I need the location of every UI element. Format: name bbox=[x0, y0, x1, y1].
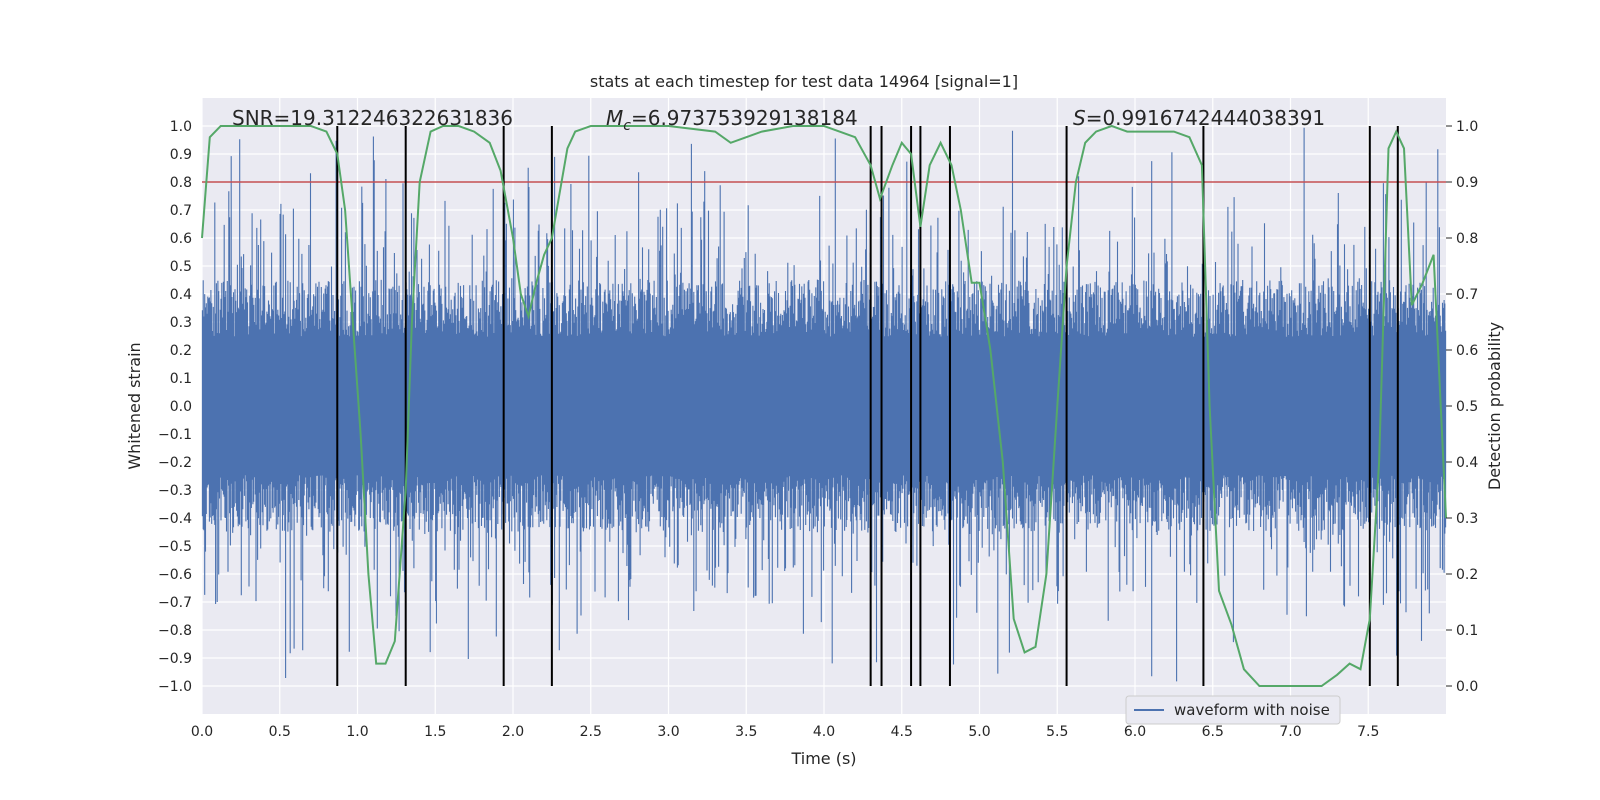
x-tick-label: 1.5 bbox=[424, 724, 446, 740]
y-tick-label: 0.9 bbox=[170, 147, 192, 163]
y-tick-label: −0.2 bbox=[158, 455, 192, 471]
y-axis-label: Whitened strain bbox=[125, 342, 144, 469]
y-tick-label: 0.3 bbox=[170, 315, 192, 331]
y-axis-ticks: 1.0 0.9 0.8 0.7 0.6 0.5 0.4 0.3 0.2 0.1 0.0 −0.1 −0.… bbox=[158, 119, 192, 695]
chart-title: stats at each timestep for test data 149… bbox=[590, 72, 1018, 91]
x-tick-label: 6.5 bbox=[1202, 724, 1224, 740]
y-tick-label: 0.0 bbox=[170, 399, 192, 415]
y2-tick-label: 0.3 bbox=[1456, 511, 1478, 527]
y-tick-label: 0.6 bbox=[170, 231, 192, 247]
y-tick-label: 1.0 bbox=[170, 119, 192, 135]
snr-annotation: SNR=19.312246322631836 bbox=[232, 106, 513, 130]
y-tick-label: −0.4 bbox=[158, 511, 192, 527]
y2-tick-label: 0.6 bbox=[1456, 343, 1478, 359]
y-tick-label: 0.1 bbox=[170, 371, 192, 387]
y2-tick-label: 0.8 bbox=[1456, 231, 1478, 247]
x-tick-label: 3.5 bbox=[735, 724, 757, 740]
x-tick-label: 1.0 bbox=[346, 724, 368, 740]
x-tick-label: 5.0 bbox=[968, 724, 990, 740]
legend-box bbox=[1125, 695, 1341, 725]
x-tick-label: 3.0 bbox=[657, 724, 679, 740]
y-tick-label: −0.6 bbox=[158, 567, 192, 583]
legend-label: waveform with noise bbox=[1174, 701, 1330, 719]
y-tick-label: −0.7 bbox=[158, 595, 192, 611]
mc-annotation: Mc=6.973753929138184 bbox=[606, 106, 858, 134]
y-tick-label: −0.8 bbox=[158, 623, 192, 639]
x-tick-label: 2.5 bbox=[580, 724, 602, 740]
y2-tick-label: 0.5 bbox=[1456, 399, 1478, 415]
x-axis-label: Time (s) bbox=[790, 749, 856, 768]
x-tick-label: 5.5 bbox=[1046, 724, 1068, 740]
x-tick-label: 0.5 bbox=[269, 724, 291, 740]
y2-axis-label: Detection probability bbox=[1485, 322, 1504, 490]
probability-series bbox=[201, 124, 1447, 687]
y2-tick-label: 0.7 bbox=[1456, 287, 1478, 303]
legend: waveform with noise bbox=[1125, 695, 1341, 725]
y2-tick-label: 0.4 bbox=[1456, 455, 1478, 471]
y-tick-label: −0.9 bbox=[158, 651, 192, 667]
y2-tick-label: 0.0 bbox=[1456, 679, 1478, 695]
y-tick-label: −0.1 bbox=[158, 427, 192, 443]
y2-tick-label: 0.1 bbox=[1456, 623, 1478, 639]
s-annotation: S=0.9916742444038391 bbox=[1073, 106, 1325, 130]
x-axis-ticks: 0.0 0.5 1.0 1.5 2.0 2.5 3.0 3.5 4.0 4.5 5.0 5.5 6.0 6… bbox=[191, 724, 1380, 740]
y-tick-label: −0.3 bbox=[158, 483, 192, 499]
waveform-trace bbox=[201, 127, 1447, 682]
x-tick-label: 7.0 bbox=[1279, 724, 1301, 740]
x-tick-label: 4.5 bbox=[891, 724, 913, 740]
vertical-markers bbox=[336, 126, 1399, 686]
x-tick-label: 4.0 bbox=[813, 724, 835, 740]
x-tick-label: 6.0 bbox=[1124, 724, 1146, 740]
waveform-series bbox=[201, 127, 1447, 682]
y2-axis-ticks: 1.0 0.9 0.8 0.7 0.6 0.5 0.4 0.3 0.2 0.1 0.0 bbox=[1446, 119, 1478, 695]
y-tick-label: 0.2 bbox=[170, 343, 192, 359]
y2-tick-label: 0.9 bbox=[1456, 175, 1478, 191]
y-tick-label: −0.5 bbox=[158, 539, 192, 555]
y2-tick-label: 1.0 bbox=[1456, 119, 1478, 135]
x-tick-label: 2.0 bbox=[502, 724, 524, 740]
y-tick-label: 0.7 bbox=[170, 203, 192, 219]
y-tick-label: −1.0 bbox=[158, 679, 192, 695]
y-tick-label: 0.4 bbox=[170, 287, 192, 303]
y-tick-label: 0.5 bbox=[170, 259, 192, 275]
y2-tick-label: 0.2 bbox=[1456, 567, 1478, 583]
y-tick-label: 0.8 bbox=[170, 175, 192, 191]
x-tick-label: 7.5 bbox=[1357, 724, 1379, 740]
x-tick-label: 0.0 bbox=[191, 724, 213, 740]
